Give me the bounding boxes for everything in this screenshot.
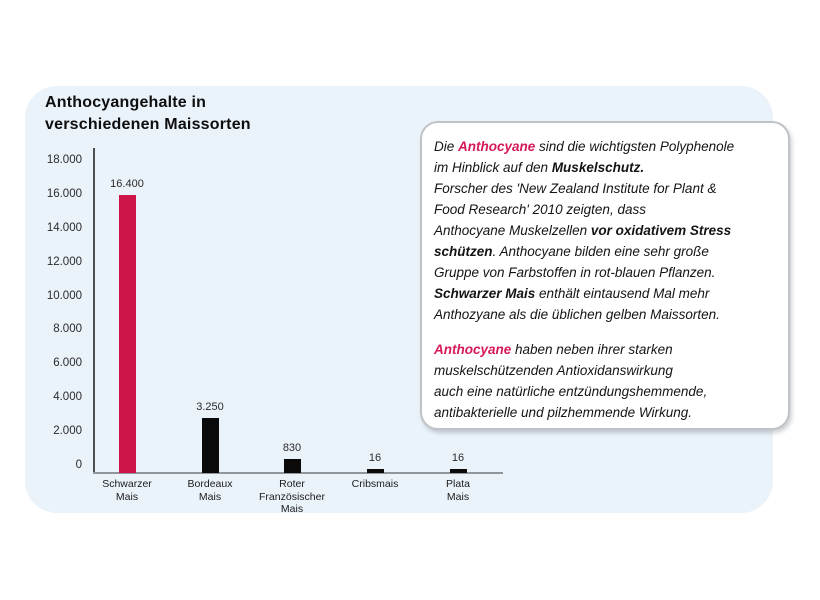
bold-text: vor oxidativem Stress [590, 223, 732, 238]
info-text-line: auch eine natürliche entzündungshemmende… [434, 381, 777, 402]
plain-text: Gruppe von Farbstoffen in rot-blauen Pfl… [434, 265, 716, 280]
x-category-line: Mais [446, 490, 470, 503]
x-axis-line [93, 472, 503, 474]
x-category-line: Roter [279, 478, 305, 490]
info-text-line: Die Anthocyane sind die wichtigsten Poly… [434, 136, 777, 157]
x-category-label: Bordeaux Mais [164, 478, 256, 503]
bar-value-label: 16 [451, 452, 465, 464]
chart-title-line-2: verschiedenen Maissorten [45, 116, 251, 133]
info-box: Die Anthocyane sind die wichtigsten Poly… [420, 121, 790, 430]
info-text-line: Anthozyane als die üblichen gelben Maiss… [434, 304, 777, 325]
accent-text: Anthocyane [458, 139, 536, 154]
plain-text: sind die wichtigsten Polyphenole [535, 139, 735, 154]
plain-text: Die [434, 139, 459, 154]
chart-title-line-1: Anthocyangehalte in [45, 94, 207, 111]
info-text-line: antibakterielle und pilzhemmende Wirkung… [434, 402, 777, 423]
x-category-line: Mais [280, 503, 304, 515]
bar-bordeaux-mais [201, 418, 219, 473]
y-tick-label: 14.000 [46, 221, 82, 234]
y-tick-label: 8.000 [53, 323, 82, 336]
bar-value-label: 3.250 [196, 401, 224, 413]
plain-text: Forscher des 'New Zealand Institute for … [434, 181, 717, 196]
plain-text: auch eine natürliche entzündungshemmende… [434, 384, 708, 399]
x-category-line: Französischer [259, 490, 325, 503]
x-category-line: Cribsmais [351, 478, 399, 490]
y-tick-label: 10.000 [46, 289, 82, 302]
bar-cribsmais [366, 469, 384, 473]
plain-text: Food Research' 2010 zeigten, dass [434, 202, 646, 217]
x-category-line: Mais [115, 490, 139, 503]
plain-text: enthält eintausend Mal mehr [535, 286, 710, 301]
info-text-line: Anthocyane haben neben ihrer starken [434, 339, 777, 360]
plain-text: muskelschützenden Antioxidanswirkung [434, 363, 673, 378]
bar-roter-franz-sischer-mais [283, 459, 301, 473]
bold-text: schützen [434, 244, 493, 259]
bold-text: Schwarzer Mais [434, 286, 536, 301]
info-text-line: Forscher des 'New Zealand Institute for … [434, 178, 777, 199]
x-category-line: Mais [198, 490, 222, 503]
info-text-line: Gruppe von Farbstoffen in rot-blauen Pfl… [434, 262, 777, 283]
y-tick-label: 16.000 [46, 187, 82, 200]
accent-text: Anthocyane [434, 342, 512, 357]
info-text-line: Anthocyane Muskelzellen vor oxidativem S… [434, 220, 777, 241]
x-category-label: Schwarzer Mais [81, 478, 173, 503]
plain-text: antibakterielle und pilzhemmende Wirkung… [434, 405, 693, 420]
chart-title: Anthocyangehalte in verschiedenen Maissor… [45, 92, 251, 136]
plain-text: Anthozyane als die üblichen gelben Maiss… [434, 307, 720, 322]
plain-text: im Hinblick auf den [434, 160, 552, 175]
x-category-line: Schwarzer [102, 478, 152, 490]
info-text-line: muskelschützenden Antioxidanswirkung [434, 360, 777, 381]
bar-value-label: 16.400 [110, 178, 144, 190]
plain-text: Anthocyane Muskelzellen [434, 223, 591, 238]
y-tick-label: 12.000 [46, 255, 82, 268]
bar-value-label: 830 [282, 442, 302, 454]
x-category-label: Plata Mais [412, 478, 504, 503]
y-tick-label: 0 [75, 459, 82, 471]
info-box-content: Die Anthocyane sind die wichtigsten Poly… [434, 136, 777, 423]
bar-schwarzer-mais [118, 195, 136, 473]
y-tick-label: 18.000 [46, 154, 82, 166]
y-axis-line [93, 148, 95, 474]
bar-value-label: 16 [368, 452, 382, 464]
y-tick-label: 2.000 [53, 425, 82, 438]
plain-text: . Anthocyane bilden eine sehr große [492, 244, 709, 259]
info-text-line: im Hinblick auf den Muskelschutz. [434, 157, 777, 178]
bold-text: Muskelschutz. [551, 160, 645, 175]
info-paragraph: Anthocyane haben neben ihrer starken musk… [434, 339, 777, 423]
y-tick-label: 4.000 [53, 391, 82, 404]
info-text-line: Food Research' 2010 zeigten, dass [434, 199, 777, 220]
x-category-label: Roter Französischer Mais [246, 478, 338, 516]
info-paragraph: Die Anthocyane sind die wichtigsten Poly… [434, 136, 777, 325]
info-text-line: schützen. Anthocyane bilden eine sehr gr… [434, 241, 777, 262]
x-category-line: Plata [446, 478, 470, 490]
bar-plata-mais [449, 469, 467, 473]
info-text-line: Schwarzer Mais enthält eintausend Mal me… [434, 283, 777, 304]
x-category-line: Bordeaux [187, 478, 233, 490]
x-category-label: Cribsmais [329, 478, 421, 491]
y-tick-label: 6.000 [53, 357, 82, 370]
plain-text: haben neben ihrer starken [511, 342, 673, 357]
